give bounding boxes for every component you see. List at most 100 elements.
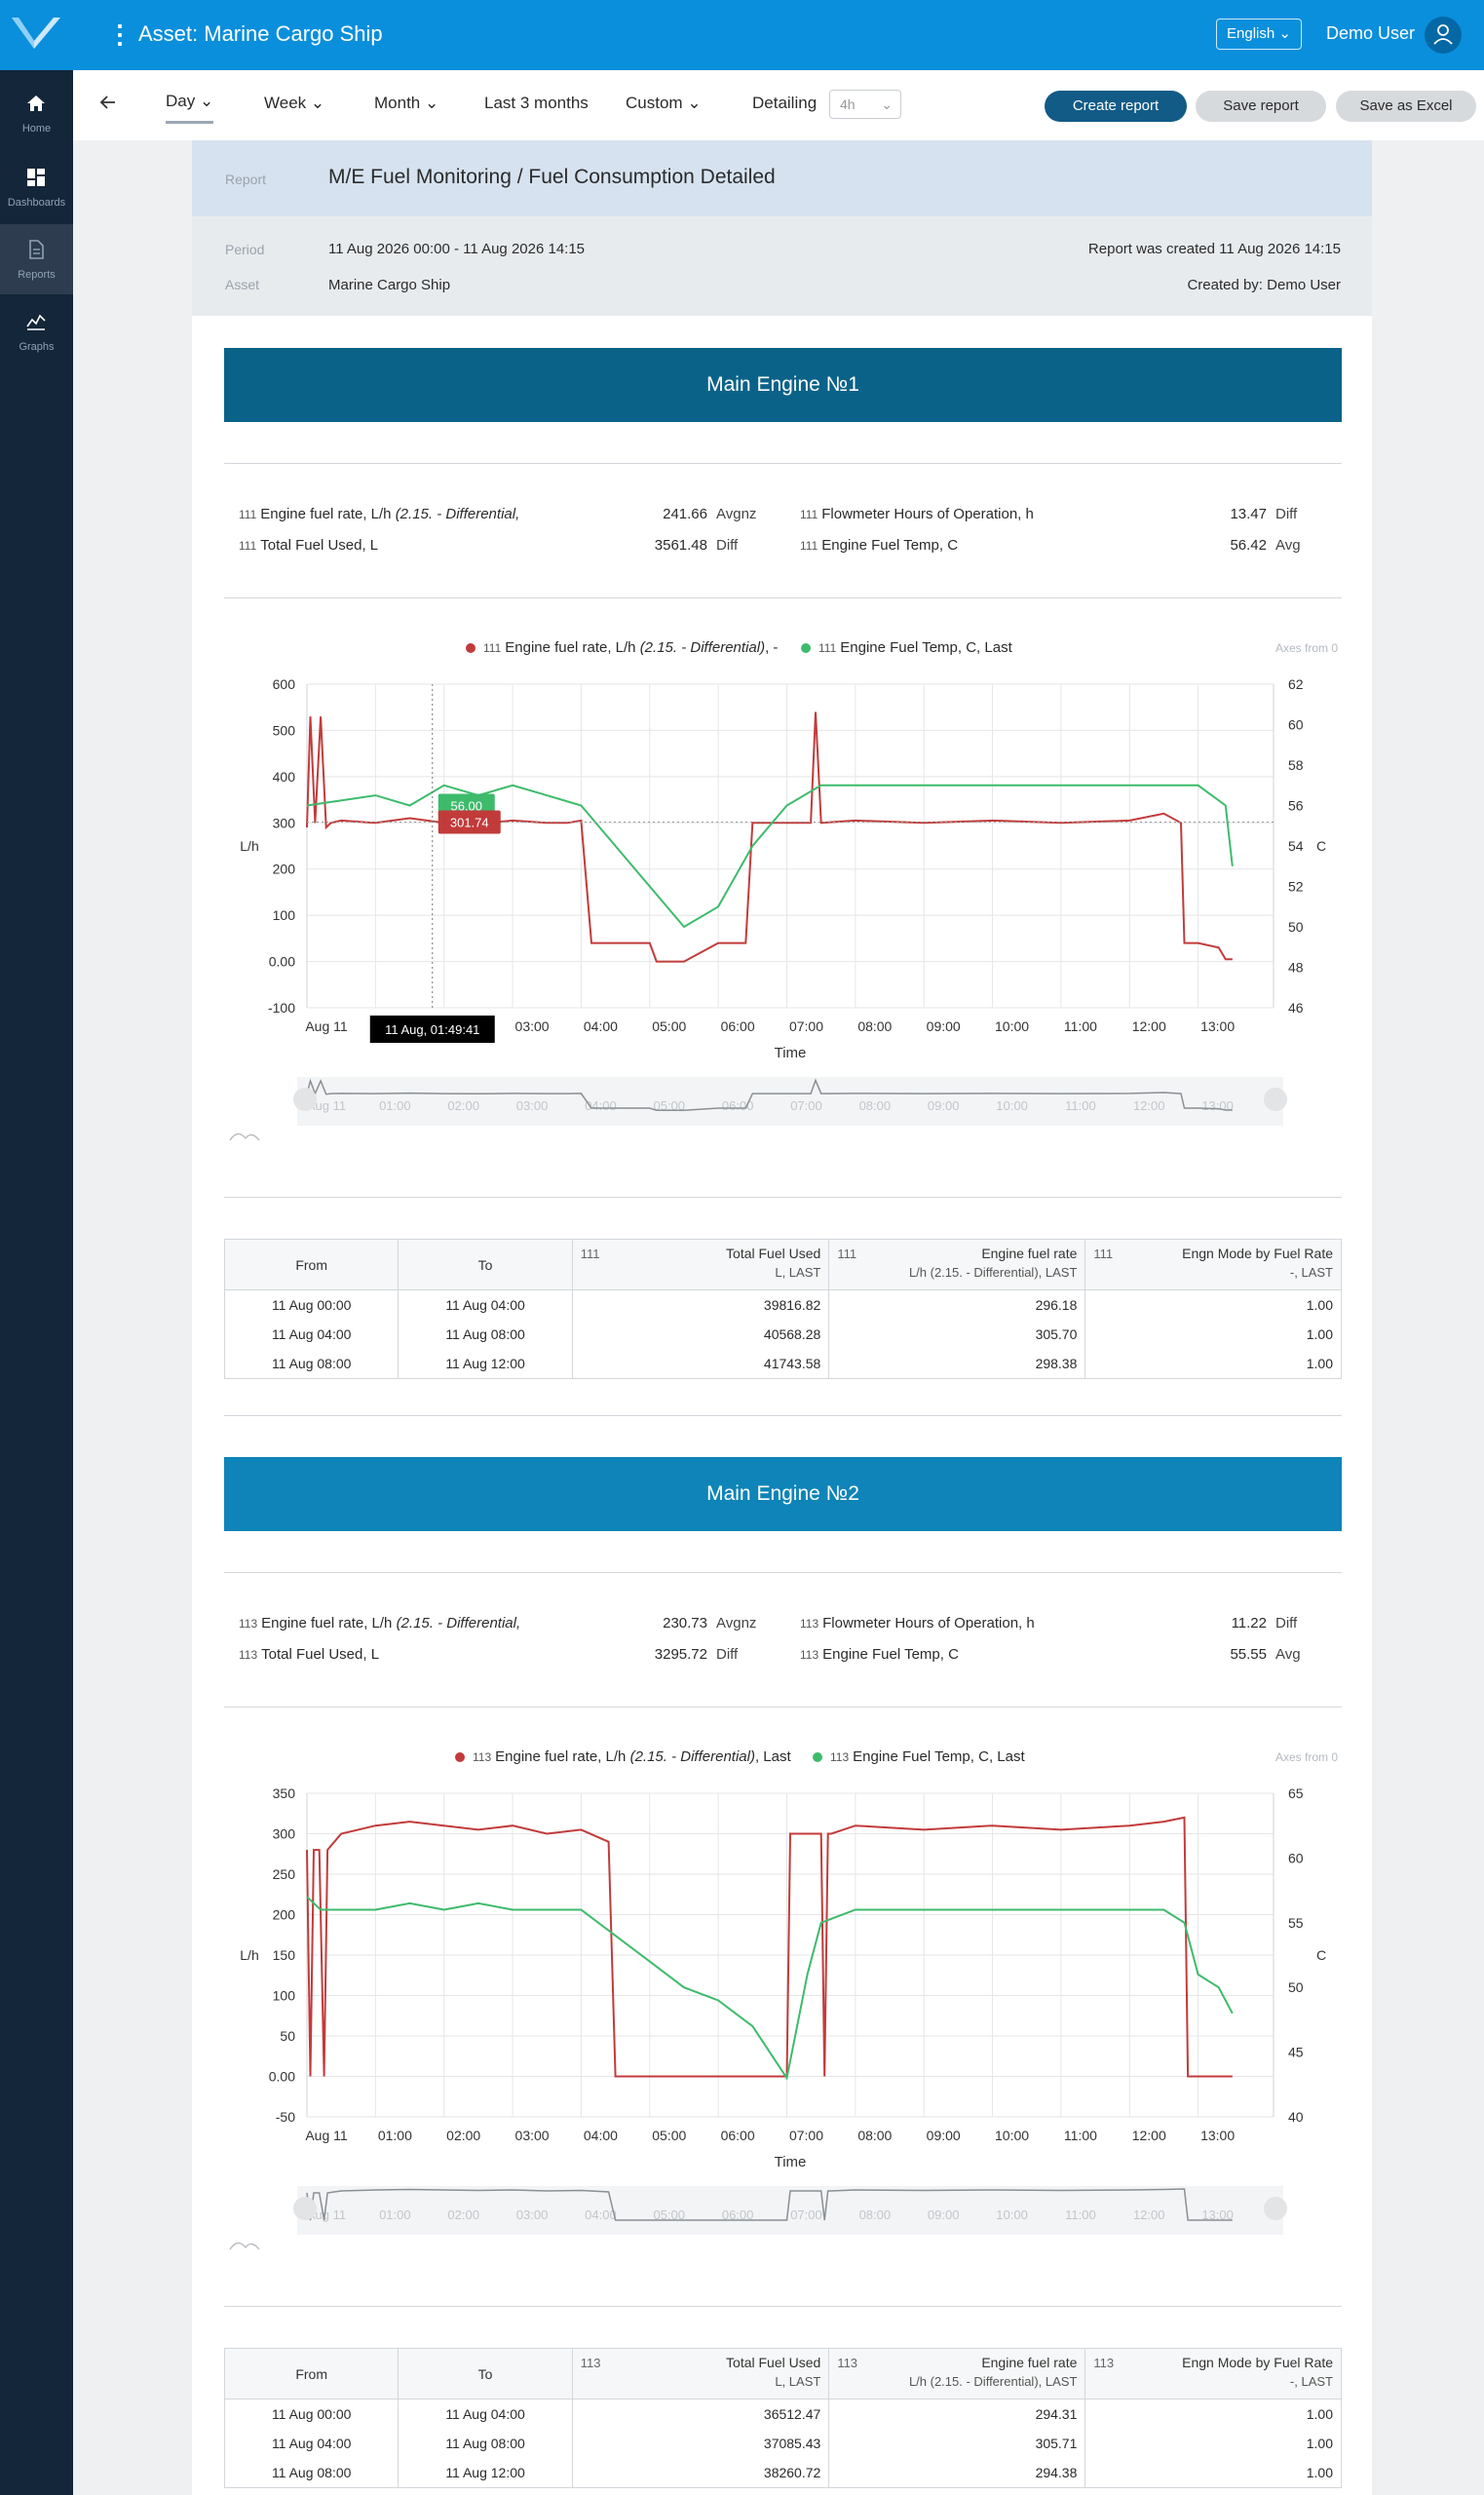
navigator-tick-label: 11:00	[1065, 1098, 1096, 1113]
tooltip-time-box	[369, 1016, 495, 1043]
y-right-tick-label: 48	[1288, 960, 1304, 976]
report-created-by: Created by: Demo User	[1187, 277, 1341, 293]
col-to[interactable]: To	[398, 2348, 573, 2399]
x-tick-label: 01:00	[378, 2128, 412, 2143]
report-header	[192, 140, 1372, 216]
cell: 37085.43	[571, 2429, 830, 2458]
back-arrow-icon[interactable]	[97, 92, 119, 118]
y-right-tick-label: 50	[1288, 1979, 1304, 1995]
legend-suffix: , Last	[754, 1748, 791, 1765]
nav-graphs[interactable]: Graphs	[0, 296, 73, 366]
x-tick-label: 03:00	[515, 1018, 550, 1034]
navigator-line	[306, 2188, 1233, 2221]
col-engine-fuel-rate[interactable]: 113 Engine fuel rate L/h (2.15. - Differen…	[828, 2348, 1086, 2399]
col-total-fuel-used[interactable]: 111 Total Fuel Used L, LAST	[571, 1239, 830, 1290]
table-row: 11 Aug 08:00 11 Aug 12:00 41743.58 298.38 1.…	[223, 1349, 1342, 1379]
navigator-tick-label: 07:00	[790, 2207, 822, 2222]
engine-2-chart[interactable]: -50 0.00 50 100 150 200 250 300 350 40 45 50 55 60 65 A…	[224, 1782, 1342, 2201]
col-to[interactable]: To	[398, 1239, 573, 1290]
kebab-menu-icon[interactable]: ⋮	[107, 19, 133, 49]
x-tick-label: 13:00	[1200, 2128, 1235, 2143]
x-tick-label: 10:00	[995, 2128, 1029, 2143]
axes-note: Axes from 0	[1275, 641, 1339, 655]
language-select[interactable]: English ⌄	[1216, 19, 1302, 50]
logo[interactable]	[0, 0, 72, 70]
metric-total-fuel: 113 Total Fuel Used, L	[239, 1646, 379, 1663]
divider	[224, 1707, 1342, 1708]
navigator-track	[297, 1077, 1283, 1126]
navigator-handle-left	[293, 2197, 317, 2220]
cell: 11 Aug 08:00	[398, 2429, 573, 2458]
col-total-fuel-used[interactable]: 113 Total Fuel Used L, LAST	[571, 2348, 830, 2399]
user-avatar[interactable]	[1425, 17, 1462, 54]
divider	[224, 463, 1342, 464]
create-report-button[interactable]: Create report	[1045, 91, 1187, 122]
x-tick-label: 13:00	[1200, 1018, 1235, 1034]
nav-home-label: Home	[21, 123, 52, 134]
col-subtitle: -, LAST	[1289, 1265, 1333, 1280]
engine-2-chart-navigator[interactable]: Aug 11 01:00 02:00 03:00 04:00 05:00 06:00 07:0…	[224, 2181, 1342, 2259]
metric-name: Flowmeter Hours of Operation, h	[821, 506, 1034, 522]
x-tick-label: 03:00	[515, 2128, 550, 2143]
legend-fuel-temp[interactable]: 111 Engine Fuel Temp, C, Last	[801, 639, 1012, 656]
y-tick-label: 150	[273, 1947, 296, 1963]
cell: 11 Aug 04:00	[223, 1320, 400, 1349]
reports-icon	[29, 240, 44, 259]
y-tick-label: 50	[280, 2028, 295, 2044]
cell: 40568.28	[571, 1320, 830, 1349]
col-engine-fuel-rate[interactable]: 111 Engine fuel rate L/h (2.15. - Differen…	[828, 1239, 1086, 1290]
col-engn-mode[interactable]: 111 Engn Mode by Fuel Rate -, LAST	[1084, 1239, 1342, 1290]
navigator-tick-label: 09:00	[928, 1098, 960, 1113]
detailing-select[interactable]: 4h ⌄	[829, 90, 901, 119]
navigator-tick-label: 02:00	[447, 2207, 479, 2222]
legend-fuel-temp[interactable]: 113 Engine Fuel Temp, C, Last	[813, 1748, 1025, 1765]
metric-prefix: 111	[800, 508, 818, 521]
nav-reports[interactable]: Reports	[0, 224, 73, 294]
navigator-tick-label: 07:00	[790, 1098, 822, 1113]
engine-1-chart-navigator[interactable]: Aug 11 01:00 02:00 03:00 04:00 05:00 06:00 07:0…	[224, 1072, 1342, 1150]
y-axis-label: L/h	[240, 1947, 258, 1963]
navigator-tick-label: 08:00	[859, 2207, 892, 2222]
tab-custom[interactable]: Custom ⌄	[626, 94, 702, 113]
tab-week[interactable]: Week ⌄	[264, 94, 324, 113]
user-name[interactable]: Demo User	[1326, 23, 1416, 43]
legend-fuel-rate[interactable]: 111 Engine fuel rate, L/h (2.15. - Differ…	[466, 639, 778, 656]
y-right-tick-label: 55	[1288, 1915, 1304, 1931]
legend-fuel-rate[interactable]: 113 Engine fuel rate, L/h (2.15. - Differ…	[455, 1748, 791, 1765]
series-line-1	[306, 1896, 1234, 2081]
nav-home[interactable]: Home	[0, 78, 73, 148]
report-created-at: Report was created 11 Aug 2026 14:15	[1087, 241, 1341, 257]
engine-1-chart[interactable]: -100 0.00 100 200 300 400 500 600 46 48 50 52 54 56 58…	[224, 672, 1342, 1092]
tab-last-3-months[interactable]: Last 3 months	[484, 94, 589, 112]
save-report-button[interactable]: Save report	[1196, 91, 1326, 122]
tab-custom-label: Custom	[626, 94, 683, 112]
cell: 305.71	[828, 2429, 1086, 2458]
save-as-excel-button[interactable]: Save as Excel	[1336, 91, 1476, 122]
y-right-tick-label: 40	[1288, 2109, 1304, 2125]
x-tick-label: 06:00	[721, 1018, 755, 1034]
col-title: Total Fuel Used	[726, 2355, 821, 2370]
y-tick-label: 200	[273, 1907, 296, 1923]
chevron-down-icon: ⌄	[424, 94, 439, 112]
col-engn-mode[interactable]: 113 Engn Mode by Fuel Rate -, LAST	[1084, 2348, 1342, 2399]
series-line-0	[306, 711, 1233, 963]
metric-name: Flowmeter Hours of Operation, h	[822, 1615, 1035, 1631]
tooltip-value-box	[438, 810, 501, 834]
col-from[interactable]: From	[223, 1239, 400, 1290]
metric-value: 11.22	[1231, 1615, 1267, 1631]
col-from[interactable]: From	[223, 2348, 400, 2399]
tab-day[interactable]: Day ⌄	[166, 92, 214, 124]
nav-dashboards[interactable]: Dashboards	[0, 152, 73, 222]
tab-month[interactable]: Month ⌄	[374, 94, 438, 113]
metric-unit: Diff	[716, 537, 739, 554]
table-row: 11 Aug 08:00 11 Aug 12:00 38260.72 294.38 1.…	[223, 2458, 1342, 2488]
navigator-tick-label: 05:00	[653, 2207, 685, 2222]
y-tick-label: 300	[273, 815, 296, 830]
x-tick-label: Aug 11	[305, 1018, 348, 1034]
graphs-icon	[26, 314, 46, 330]
metric-prefix: 111	[239, 539, 257, 553]
metric-fuel-rate: 111 Engine fuel rate, L/h (2.15. - Differ…	[239, 506, 519, 522]
col-subtitle: L, LAST	[775, 1265, 821, 1280]
col-subtitle: L, LAST	[775, 2374, 821, 2389]
navigator-tick-label: 03:00	[516, 2207, 549, 2222]
